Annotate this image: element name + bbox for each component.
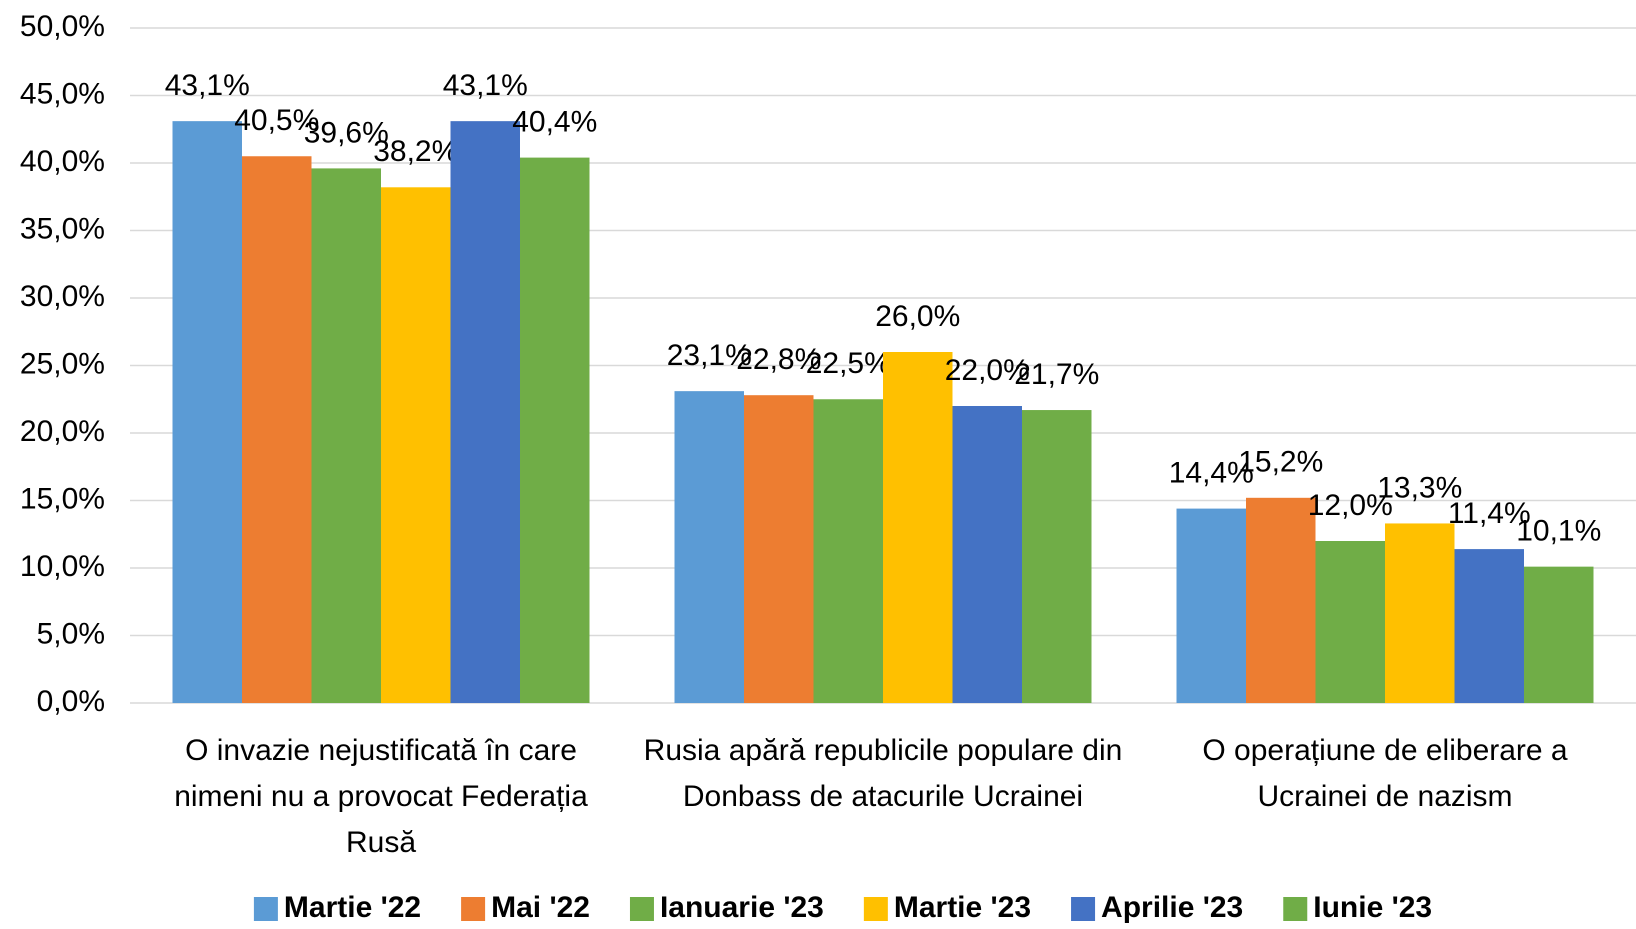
data-label: 23,1% bbox=[667, 339, 752, 372]
data-label: 22,0% bbox=[945, 354, 1030, 387]
y-tick-label: 25,0% bbox=[20, 347, 105, 380]
data-label: 22,5% bbox=[806, 347, 891, 380]
data-label: 13,3% bbox=[1377, 471, 1462, 504]
bar bbox=[952, 406, 1022, 703]
data-label: 15,2% bbox=[1238, 446, 1323, 479]
y-tick-label: 35,0% bbox=[20, 212, 105, 245]
data-label: 40,4% bbox=[512, 106, 597, 139]
bar bbox=[1022, 410, 1092, 703]
legend-label: Ianuarie '23 bbox=[660, 891, 824, 924]
legend-swatch bbox=[629, 897, 654, 921]
legend-label: Aprilie '23 bbox=[1101, 891, 1243, 924]
data-label: 11,4% bbox=[1448, 497, 1531, 530]
y-tick-label: 0,0% bbox=[37, 685, 105, 718]
x-tick-label: O operațiune de eliberare a Ucrainei de … bbox=[1202, 734, 1568, 813]
bar bbox=[674, 391, 744, 703]
legend-swatch bbox=[253, 897, 278, 921]
legend-swatch bbox=[1071, 897, 1096, 921]
x-tick-label: Rusia apără republicile populare din Don… bbox=[643, 734, 1123, 813]
y-tick-label: 5,0% bbox=[37, 617, 105, 650]
y-tick-label: 20,0% bbox=[20, 415, 105, 448]
data-label: 39,6% bbox=[304, 116, 389, 149]
bar bbox=[1246, 497, 1316, 703]
data-label: 43,1% bbox=[443, 69, 528, 102]
y-tick-label: 40,0% bbox=[20, 145, 105, 178]
legend-label: Mai '22 bbox=[491, 891, 590, 924]
bar bbox=[172, 121, 242, 703]
data-label: 26,0% bbox=[875, 300, 960, 333]
bar bbox=[1524, 566, 1594, 703]
bar bbox=[1315, 541, 1385, 703]
bar bbox=[520, 157, 590, 704]
data-label: 43,1% bbox=[165, 69, 250, 102]
y-tick-label: 30,0% bbox=[20, 280, 105, 313]
bar bbox=[883, 352, 953, 703]
data-label: 22,8% bbox=[736, 343, 821, 376]
bar bbox=[450, 121, 520, 703]
legend-label: Iunie '23 bbox=[1313, 891, 1432, 924]
legend-label: Martie '22 bbox=[284, 891, 421, 924]
bar bbox=[381, 187, 451, 704]
legend-swatch bbox=[863, 897, 888, 921]
legend-swatch bbox=[1283, 897, 1308, 921]
data-label: 10,1% bbox=[1516, 515, 1601, 548]
x-tick-label: O invazie nejustificată în care nimeni n… bbox=[174, 734, 588, 859]
bar bbox=[1385, 523, 1455, 703]
bar bbox=[1176, 508, 1246, 703]
legend-swatch bbox=[461, 897, 486, 921]
data-label: 14,4% bbox=[1169, 457, 1254, 490]
data-label: 38,2% bbox=[373, 135, 458, 168]
y-tick-label: 10,0% bbox=[20, 550, 105, 583]
data-label: 40,5% bbox=[234, 104, 319, 137]
data-label: 21,7% bbox=[1014, 358, 1099, 391]
bar bbox=[311, 168, 381, 703]
legend-label: Martie '23 bbox=[894, 891, 1031, 924]
y-tick-label: 45,0% bbox=[20, 77, 105, 110]
y-tick-label: 50,0% bbox=[20, 10, 105, 43]
bar bbox=[1454, 549, 1524, 703]
bar bbox=[242, 156, 312, 703]
data-label: 12,0% bbox=[1308, 489, 1393, 522]
y-tick-label: 15,0% bbox=[20, 482, 105, 515]
bar bbox=[813, 399, 883, 703]
bar bbox=[744, 395, 814, 703]
